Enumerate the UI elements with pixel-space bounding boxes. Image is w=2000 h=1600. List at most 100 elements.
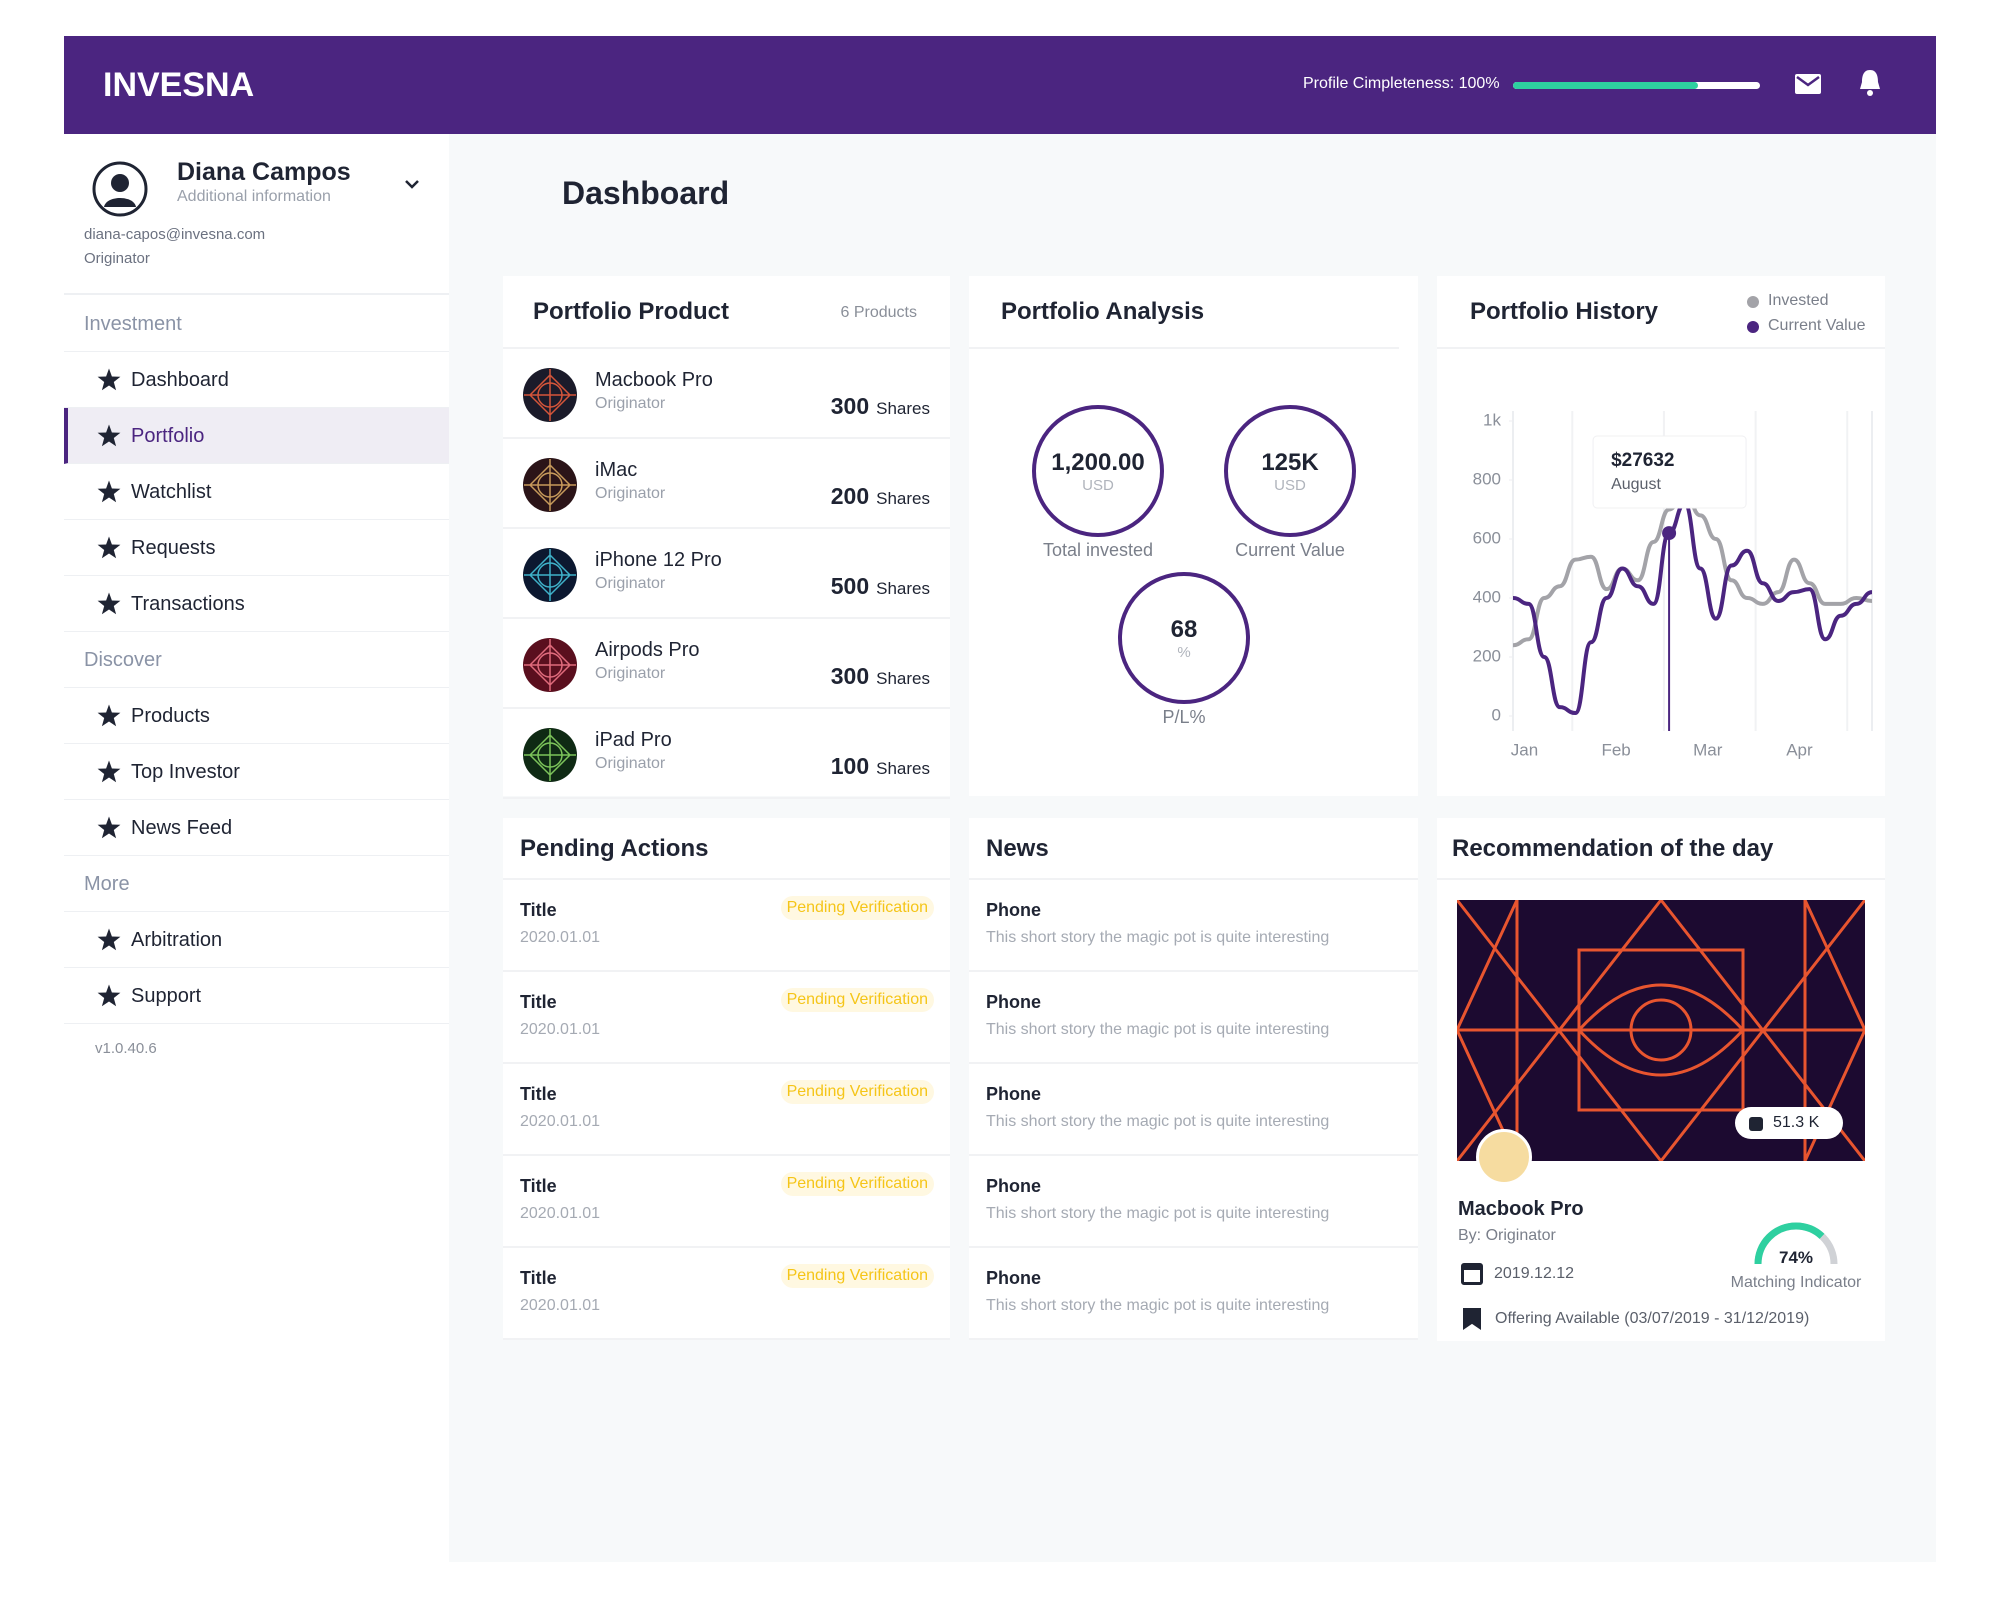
list-row[interactable]: Phone This short story the magic pot is q… <box>969 972 1418 1064</box>
list-row[interactable]: Title 2020.01.01 Pending Verification <box>503 880 950 972</box>
star-icon <box>97 760 121 783</box>
card-title: Recommendation of the day <box>1452 835 1774 862</box>
product-role: Originator <box>595 755 666 772</box>
metric-unit: USD <box>1274 477 1306 494</box>
action-date: 2020.01.01 <box>520 1113 601 1130</box>
metric-unit: USD <box>1082 477 1114 494</box>
divider <box>1437 347 1885 349</box>
action-title: Title <box>520 1268 557 1288</box>
product-image <box>523 728 577 782</box>
nav-item[interactable]: Support <box>64 968 449 1024</box>
product-row[interactable]: iMac Originator 200 Shares <box>503 439 950 529</box>
list-row[interactable]: Phone This short story the magic pot is q… <box>969 1248 1418 1340</box>
gauge-value <box>1754 1222 1838 1265</box>
nav-item[interactable]: News Feed <box>64 800 449 856</box>
list-row[interactable]: Phone This short story the magic pot is q… <box>969 1156 1418 1248</box>
y-tick-label: 200 <box>1473 646 1501 665</box>
metric-ring <box>1118 572 1250 704</box>
action-title: Title <box>520 1084 557 1104</box>
bell-icon[interactable] <box>1858 68 1882 98</box>
list-row[interactable]: Title 2020.01.01 Pending Verification <box>503 1156 950 1248</box>
nav-label: Support <box>131 985 202 1007</box>
nav-item[interactable]: Requests <box>64 520 449 576</box>
shares-unit: Shares <box>876 579 930 598</box>
product-image <box>523 548 577 602</box>
user-name: Diana Campos <box>177 158 351 186</box>
mail-icon[interactable] <box>1794 72 1822 96</box>
product-image-pattern <box>537 652 563 678</box>
product-role: Originator <box>595 665 666 682</box>
offering: Offering Available (03/07/2019 - 31/12/2… <box>1495 1310 1810 1327</box>
nav-label: Dashboard <box>131 369 229 391</box>
nav-item[interactable]: Portfolio <box>64 408 449 464</box>
divider <box>64 911 449 912</box>
metric-label: Current Value <box>1235 540 1345 560</box>
x-tick-label: Feb <box>1601 740 1630 759</box>
action-date: 2020.01.01 <box>520 1297 601 1314</box>
portfolio-analysis-card: Portfolio Analysis 1,200.00 USD Total inves… <box>969 276 1418 796</box>
card-title: Portfolio Product <box>533 298 729 325</box>
logo: INVESNA <box>103 66 255 104</box>
card-title: Portfolio History <box>1470 298 1659 325</box>
product-name: iPad Pro <box>595 729 672 751</box>
status-pill: Pending Verification <box>780 1264 934 1288</box>
product-name: Macbook Pro <box>595 369 713 391</box>
action-date: 2020.01.01 <box>520 1205 601 1222</box>
metric-value: 68 <box>1170 616 1198 643</box>
recommendation-image[interactable] <box>1457 900 1865 1161</box>
news-title: Phone <box>986 992 1042 1012</box>
nav-item[interactable]: Watchlist <box>64 464 449 520</box>
badge-icon <box>1749 1117 1763 1131</box>
product-image-pattern <box>524 549 576 601</box>
nav-item[interactable]: Top Investor <box>64 744 449 800</box>
nav-label: News Feed <box>131 817 233 839</box>
news-text: This short story the magic pot is quite … <box>986 1113 1330 1130</box>
list-row[interactable]: Title 2020.01.01 Pending Verification <box>503 1248 950 1340</box>
list-row[interactable]: Title 2020.01.01 Pending Verification <box>503 1064 950 1156</box>
shares-unit: Shares <box>876 489 930 508</box>
divider <box>969 878 1418 880</box>
progress-bar <box>1513 82 1760 89</box>
nav-item[interactable]: Arbitration <box>64 912 449 968</box>
nav-label: Requests <box>131 537 216 559</box>
star <box>97 928 121 951</box>
nav-label: Products <box>131 705 210 727</box>
news-title: Phone <box>986 900 1042 920</box>
product-row[interactable]: Airpods Pro Originator 300 Shares <box>503 619 950 709</box>
product-row[interactable]: iPad Pro Originator 100 Shares <box>503 709 950 799</box>
y-tick-label: 800 <box>1473 469 1501 488</box>
product-shares: 100 Shares <box>831 753 930 780</box>
user-email: diana-capos@invesna.com <box>84 226 266 243</box>
star <box>97 760 121 783</box>
avatar <box>92 161 148 217</box>
product-row[interactable]: Macbook Pro Originator 300 Shares <box>503 349 950 439</box>
shares-value: 300 <box>830 663 870 689</box>
x-tick-label: Jan <box>1511 740 1538 759</box>
nav-item[interactable]: Products <box>64 688 449 744</box>
list-row[interactable]: Phone This short story the magic pot is q… <box>969 1064 1418 1156</box>
star <box>97 424 121 447</box>
list-row[interactable]: Title 2020.01.01 Pending Verification <box>503 972 950 1064</box>
product-row[interactable]: iPhone 12 Pro Originator 500 Shares <box>503 529 950 619</box>
y-tick-label: 400 <box>1473 587 1501 606</box>
news-title: Phone <box>986 1176 1042 1196</box>
star <box>97 704 121 727</box>
metric-ring <box>1224 405 1356 537</box>
product-shares: 500 Shares <box>831 573 930 600</box>
status-pill: Pending Verification <box>780 896 934 920</box>
badge: 51.3 K <box>1735 1107 1843 1139</box>
star-icon <box>97 424 121 447</box>
list-row[interactable]: Phone This short story the magic pot is q… <box>969 880 1418 972</box>
divider <box>64 351 449 352</box>
history-chart: 0 200 400 600 800 1k Jan Feb Mar Apr $27632 August <box>1473 410 1873 759</box>
recommendation-card: Recommendation of the day 51.3 K Macbook P… <box>1437 818 1885 1341</box>
pending-actions-card: Pending Actions Title 2020.01.01 Pending Ve… <box>503 818 950 1340</box>
nav-label: Watchlist <box>131 481 212 503</box>
chevron[interactable] <box>404 178 420 190</box>
product-shares: 200 Shares <box>831 483 930 510</box>
nav-item[interactable]: Dashboard <box>64 352 449 408</box>
nav-item[interactable]: Transactions <box>64 576 449 632</box>
product-name: iMac <box>595 459 638 481</box>
nav-label: Transactions <box>131 593 245 615</box>
product-role: Originator <box>595 395 666 412</box>
